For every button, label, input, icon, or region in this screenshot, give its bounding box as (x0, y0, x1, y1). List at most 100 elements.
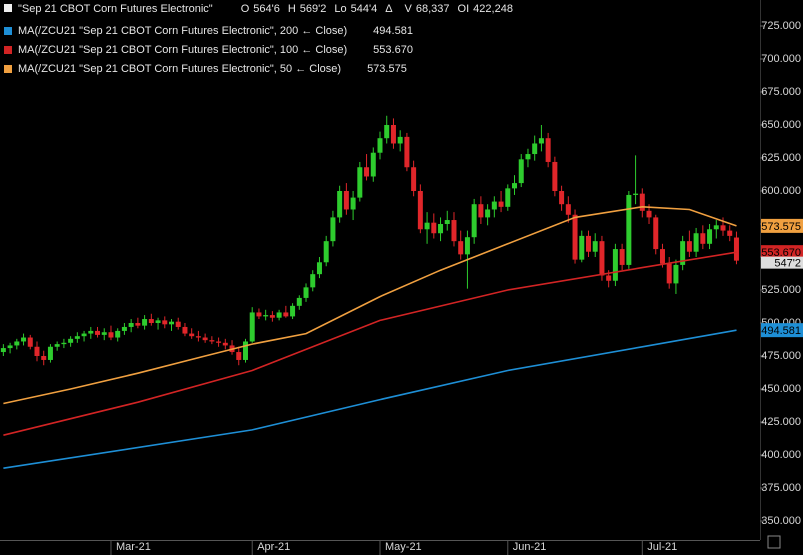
candle-body (21, 337, 27, 342)
candle-body (512, 183, 518, 189)
y-tick-label: 600.000 (761, 185, 801, 197)
candle-body (256, 312, 262, 317)
candle-body (169, 321, 175, 325)
candle-body (276, 312, 282, 318)
y-tick-label: 625.000 (761, 152, 801, 164)
y-tick-label: 475.000 (761, 350, 801, 362)
candle-body (438, 224, 444, 234)
candle-body (101, 332, 107, 335)
ma-line (3, 251, 737, 436)
candle-body (296, 297, 302, 306)
y-tick-label: 375.000 (761, 482, 801, 494)
candle-body (397, 136, 403, 144)
candle-body (303, 287, 309, 298)
candle-body (343, 191, 349, 210)
legend-entry: MA(/ZCU21 "Sep 21 CBOT Corn Futures Elec… (18, 25, 347, 37)
candle-body (323, 241, 329, 263)
candle-body (733, 237, 739, 261)
y-tick-label: 700.000 (761, 53, 801, 65)
last-value-badge (761, 323, 803, 338)
last-value-label: 573.575 (761, 221, 801, 233)
y-tick-label: 425.000 (761, 416, 801, 428)
field-value: 544'4 (351, 3, 378, 15)
last-close-badge (761, 256, 803, 269)
candle-body (337, 191, 343, 218)
ma-line (3, 329, 737, 469)
candle-body (269, 315, 275, 318)
candle-body (431, 222, 437, 234)
candle-body (202, 337, 208, 341)
x-tick-label: May-21 (385, 541, 422, 553)
legend-entry: MA(/ZCU21 "Sep 21 CBOT Corn Futures Elec… (18, 63, 341, 75)
y-tick-label: 525.000 (761, 284, 801, 296)
candle-body (189, 333, 195, 337)
candle-body (700, 233, 706, 244)
candle-body (585, 235, 591, 252)
legend-swatch (4, 27, 12, 35)
candle-body (464, 237, 470, 255)
candle-body (128, 323, 134, 327)
last-close-label: 547'2 (774, 258, 801, 270)
candle-body (498, 201, 504, 207)
candle-body (68, 338, 74, 343)
candle-body (95, 330, 101, 335)
candle-body (505, 188, 511, 207)
candle-body (162, 320, 168, 325)
candle-body (390, 125, 396, 144)
legend-swatch (4, 4, 12, 12)
candle-body (222, 342, 228, 346)
y-tick-label: 400.000 (761, 449, 801, 461)
candle-body (707, 229, 713, 244)
candle-body (565, 204, 571, 215)
x-tick-label: Apr-21 (257, 541, 290, 553)
candle-body (619, 249, 625, 265)
candle-body (518, 159, 524, 184)
candle-body (330, 217, 336, 242)
candle-body (538, 138, 544, 144)
legend-value: 494.581 (373, 25, 413, 37)
candle-body (525, 154, 531, 160)
corner-icon[interactable] (767, 535, 781, 549)
candle-body (646, 210, 652, 218)
candle-body (216, 341, 222, 343)
y-tick-label: 450.000 (761, 383, 801, 395)
candle-body (74, 336, 80, 339)
candle-body (41, 356, 47, 360)
candle-body (175, 321, 181, 327)
candle-body (559, 191, 565, 205)
candle-body (316, 262, 322, 275)
candle-body (121, 326, 127, 331)
candle-body (626, 194, 632, 265)
candle-body (108, 332, 114, 338)
candle-body (209, 340, 215, 342)
legend-swatch (4, 65, 12, 73)
candle-body (491, 201, 497, 210)
candle-body (579, 235, 585, 260)
candle-body (606, 275, 612, 281)
x-tick-label: Jun-21 (513, 541, 547, 553)
candle-body (350, 197, 356, 210)
candle-body (727, 230, 733, 236)
last-value-badge (761, 218, 803, 233)
candle-body (659, 249, 665, 264)
candle-body (545, 138, 551, 162)
field-name: V (405, 3, 413, 15)
candle-body (81, 333, 87, 337)
legend-value: 573.575 (367, 63, 407, 75)
candle-body (34, 346, 40, 356)
plot (0, 115, 739, 469)
candle-body (236, 352, 242, 360)
candle-body (451, 220, 457, 242)
candle-body (424, 222, 430, 230)
candle-body (713, 225, 719, 230)
candle-body (370, 152, 376, 177)
candle-body (458, 241, 464, 255)
field-value: 564'6 (253, 3, 280, 15)
candle-body (242, 341, 248, 360)
last-value-badge (761, 245, 803, 260)
candle-body (0, 348, 6, 353)
candle-body (612, 249, 618, 281)
candle-body (364, 167, 370, 177)
